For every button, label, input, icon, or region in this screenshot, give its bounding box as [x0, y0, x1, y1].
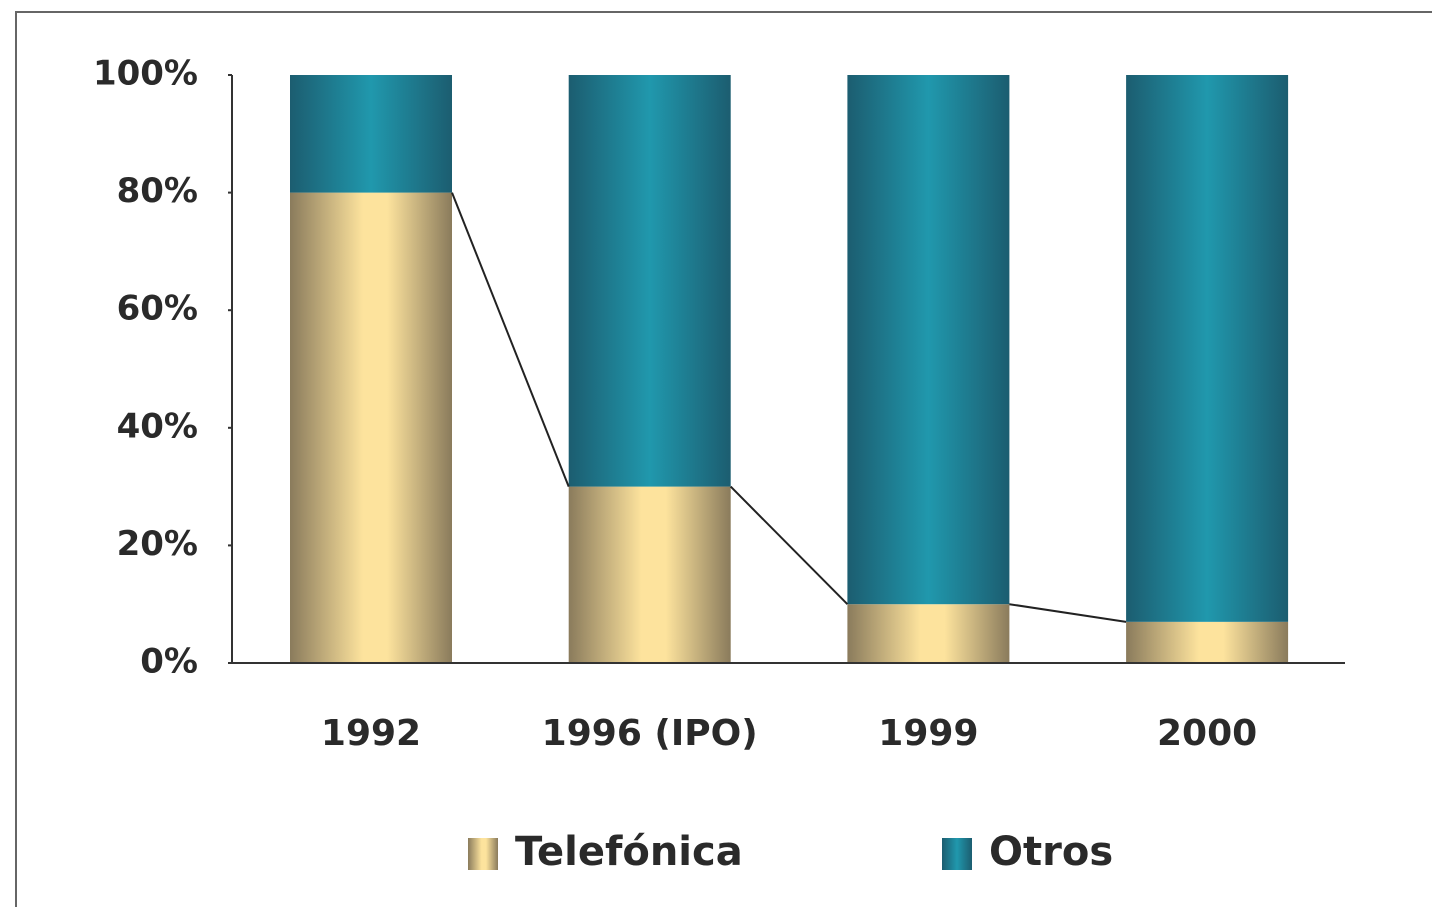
x-tick-label: 2000 — [1157, 713, 1257, 754]
frame — [15, 11, 1432, 907]
bar-segment — [847, 75, 1010, 605]
x-tick-label: 1999 — [878, 713, 978, 754]
bar-segment — [1126, 621, 1289, 663]
legend-swatch — [468, 838, 498, 870]
y-tick-label: 20% — [117, 524, 198, 564]
legend-label: Otros — [989, 829, 1113, 875]
x-tick-label: 1996 (IPO) — [542, 713, 758, 754]
connector-line — [1009, 603, 1127, 623]
y-tick-label: 60% — [117, 289, 198, 329]
connector-line — [729, 485, 849, 605]
legend-swatch — [942, 838, 972, 870]
bar-segment — [1126, 75, 1289, 622]
bar-segment — [568, 75, 731, 487]
bar-segment — [568, 486, 731, 663]
legend-label: Telefónica — [515, 829, 743, 875]
bar-segment — [290, 192, 452, 663]
y-tick-label: 100% — [93, 54, 198, 94]
bar-segment — [290, 75, 452, 193]
y-tick-label: 40% — [117, 406, 198, 446]
x-tick-label: 1992 — [321, 713, 421, 754]
bar-segment — [847, 604, 1010, 663]
y-tick-label: 0% — [140, 642, 198, 682]
y-tick-label: 80% — [117, 171, 198, 211]
connector-line — [451, 192, 570, 487]
